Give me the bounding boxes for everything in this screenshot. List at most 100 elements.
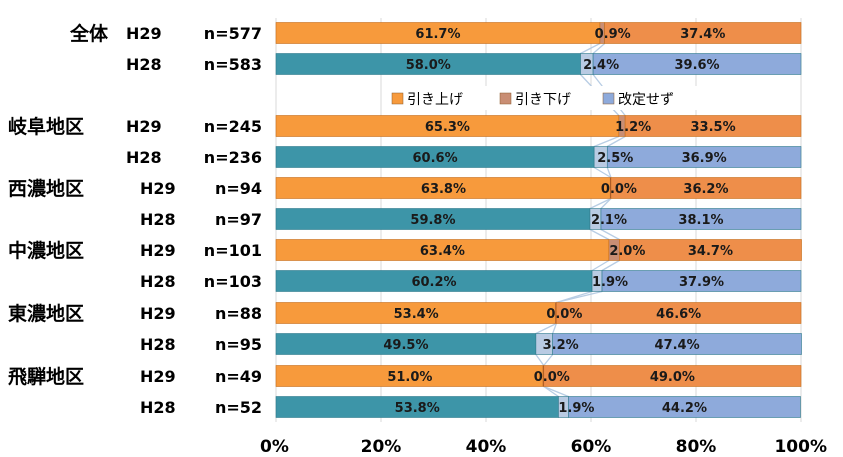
- data-label: 34.7%: [688, 244, 733, 259]
- data-label: 53.4%: [394, 307, 439, 322]
- series-connector-line: [556, 290, 603, 304]
- x-tick-label: 100%: [774, 437, 827, 457]
- bar-segment-unchanged: [610, 177, 802, 199]
- year-label: H28: [126, 55, 162, 74]
- region-label: 東濃地区: [8, 302, 84, 325]
- legend: 引き上げ 引き下げ 改定せず: [388, 86, 708, 110]
- data-label: 0.0%: [601, 182, 637, 197]
- bar-segment-unchanged: [604, 22, 802, 44]
- x-tick-label: 20%: [361, 437, 402, 457]
- series-connector-line: [535, 354, 545, 366]
- series-connector-lines: [535, 42, 626, 398]
- legend-background: [388, 86, 708, 110]
- year-label: H29: [126, 117, 162, 136]
- data-label: 46.6%: [656, 307, 701, 322]
- data-label: 2.5%: [597, 151, 633, 166]
- bar-segment-unchanged: [543, 365, 802, 387]
- sample-size-label: n=49: [215, 367, 262, 386]
- sample-size-label: n=103: [204, 272, 262, 291]
- legend-swatch: [602, 92, 615, 105]
- data-label: 59.8%: [410, 213, 455, 228]
- year-label: H29: [140, 179, 176, 198]
- region-label: 飛騨地区: [8, 365, 84, 388]
- x-axis-ticks: 0% 20% 40% 60% 80% 100%: [260, 437, 827, 457]
- data-label: 58.0%: [406, 58, 451, 73]
- bar-segment-unchanged: [556, 302, 802, 324]
- sample-size-label: n=95: [215, 335, 262, 354]
- sample-size-label: n=94: [215, 179, 262, 198]
- data-label: 1.9%: [592, 275, 628, 290]
- year-label: H28: [140, 398, 176, 417]
- row-labels: 全体 H29 n=577 H28 n=583 岐阜地区 H29 n=245 H28 n=236 西濃…: [8, 22, 262, 417]
- series-connector-line: [592, 43, 606, 54]
- series-connector-line: [601, 259, 620, 272]
- data-label: 3.2%: [543, 338, 579, 353]
- year-label: H28: [126, 148, 162, 167]
- x-tick-label: 60%: [571, 437, 612, 457]
- data-label: 63.8%: [421, 182, 466, 197]
- sample-size-label: n=52: [215, 398, 262, 417]
- data-label: 63.4%: [420, 244, 465, 259]
- series-connector-line: [535, 322, 557, 335]
- data-label: 44.2%: [662, 401, 707, 416]
- year-label: H29: [140, 241, 176, 260]
- data-label: 60.2%: [411, 275, 456, 290]
- bar-segment-unchanged: [592, 53, 802, 75]
- x-tick-label: 40%: [466, 437, 507, 457]
- data-label: 37.4%: [680, 27, 725, 42]
- data-label: 2.0%: [609, 244, 645, 259]
- region-label: 岐阜地区: [8, 115, 84, 138]
- data-label: 38.1%: [678, 213, 723, 228]
- series-connector-line: [593, 135, 620, 148]
- year-label: H29: [140, 304, 176, 323]
- series-connector-line: [589, 228, 610, 241]
- series-connector-line: [600, 198, 612, 209]
- sample-size-label: n=583: [204, 55, 262, 74]
- data-labels: 61.7% 0.9% 37.4% 58.0% 2.4% 39.6% 65.3% 1.2% 33.…: [383, 27, 735, 416]
- bar-segment-unchanged: [568, 396, 801, 418]
- data-label: 49.0%: [650, 370, 695, 385]
- legend-entry: 改定せず: [618, 92, 674, 108]
- x-tick-label: 80%: [676, 437, 717, 457]
- data-label: 0.0%: [534, 370, 570, 385]
- region-label: 中濃地区: [8, 239, 84, 262]
- bar-segment-unchanged: [619, 239, 802, 261]
- legend-swatch: [499, 92, 512, 105]
- legend-swatch: [391, 92, 404, 105]
- series-connector-line: [591, 259, 610, 272]
- series-connector-line: [543, 354, 554, 366]
- bar-segment-unchanged: [552, 333, 802, 355]
- data-label: 0.9%: [595, 27, 631, 42]
- year-label: H28: [140, 210, 176, 229]
- sample-size-label: n=577: [204, 24, 262, 43]
- bar-segment-unchanged: [606, 146, 802, 168]
- series-connector-line: [543, 385, 569, 398]
- bar-segment-unchanged: [601, 270, 802, 292]
- sample-size-label: n=88: [215, 304, 262, 323]
- data-label: 0.0%: [546, 307, 582, 322]
- data-label: 1.9%: [558, 401, 594, 416]
- data-label: 33.5%: [691, 120, 736, 135]
- sample-size-label: n=97: [215, 210, 262, 229]
- bar-segment-unchanged: [600, 208, 802, 230]
- data-label: 49.5%: [383, 338, 428, 353]
- series-connector-line: [606, 167, 612, 178]
- data-label: 65.3%: [425, 120, 470, 135]
- data-label: 37.9%: [679, 275, 724, 290]
- series-connector-line: [589, 197, 612, 210]
- series-connector-line: [580, 42, 601, 55]
- data-label: 53.8%: [395, 401, 440, 416]
- legend-entry: 引き上げ: [407, 92, 463, 108]
- data-label: 61.7%: [415, 27, 460, 42]
- data-label: 51.0%: [387, 370, 432, 385]
- bars: [275, 22, 802, 418]
- year-label: H28: [140, 272, 176, 291]
- data-label: 60.6%: [413, 151, 458, 166]
- data-label: 1.2%: [615, 120, 651, 135]
- bar-segment-unchanged: [624, 115, 802, 137]
- x-tick-label: 0%: [260, 437, 289, 457]
- sample-size-label: n=101: [204, 241, 262, 260]
- sample-size-label: n=236: [204, 148, 262, 167]
- series-connector-line: [600, 228, 620, 241]
